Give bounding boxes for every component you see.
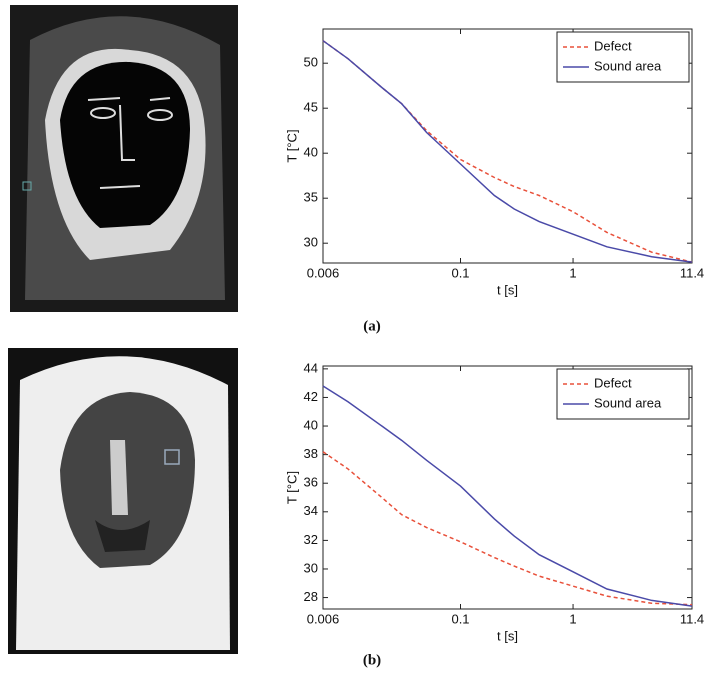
x-tick-label: 11.4 [680,265,704,280]
series-line [322,385,693,607]
x-tick-label: 0.006 [307,611,340,626]
thermogram-a [10,5,238,312]
y-tick-label: 40 [304,417,318,432]
y-tick-label: 32 [304,532,318,547]
plot-frame [322,365,693,610]
y-axis-label: T [°C] [284,129,299,162]
y-tick-label: 44 [304,360,318,375]
x-axis-label: t [s] [497,282,518,297]
series-line [322,40,693,263]
legend-label: Defect [594,38,632,53]
y-tick-label: 50 [304,55,318,70]
y-tick-label: 36 [304,475,318,490]
y-tick-label: 45 [304,100,318,115]
y-tick-label: 40 [304,145,318,160]
y-tick-label: 38 [304,446,318,461]
legend-label: Defect [594,375,632,390]
series-line [322,40,693,263]
caption: (b) [363,652,381,668]
x-axis-label: t [s] [497,628,518,643]
y-tick-label: 30 [304,235,318,250]
y-tick-label: 30 [304,560,318,575]
y-axis-label: T [°C] [284,471,299,504]
x-tick-label: 1 [569,611,576,626]
x-tick-label: 11.4 [680,611,704,626]
legend-box [556,31,690,83]
x-tick-label: 0.006 [307,265,340,280]
x-tick-label: 1 [569,265,576,280]
plot-frame [322,28,693,264]
legend-label: Sound area [594,58,662,73]
y-tick-label: 28 [304,589,318,604]
y-tick-label: 42 [304,389,318,404]
y-tick-label: 35 [304,190,318,205]
x-tick-label: 0.1 [451,611,469,626]
legend-box [556,368,690,420]
thermogram-b [8,348,238,654]
caption: (a) [363,318,381,334]
legend-label: Sound area [594,395,662,410]
x-tick-label: 0.1 [451,265,469,280]
y-tick-label: 34 [304,503,318,518]
series-line [322,451,693,606]
